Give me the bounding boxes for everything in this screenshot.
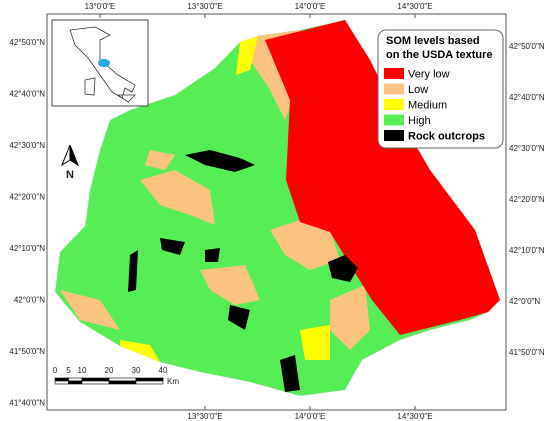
right-coord-label: 42°20'0"N [509, 195, 545, 204]
scale-segment [108, 380, 137, 385]
scale-segment [135, 377, 164, 382]
right-coord-label: 42°40'0"N [509, 93, 545, 102]
left-coord-label: 42°0'0"N [14, 296, 45, 305]
left-coord-label: 42°40'0"N [9, 90, 45, 99]
legend-swatch [384, 83, 404, 95]
legend-swatch [384, 130, 404, 141]
scale-segment [54, 380, 69, 385]
left-coord-label: 42°10'0"N [9, 244, 45, 253]
top-coord-label: 13°0'0"E [85, 2, 116, 11]
region-medium [120, 36, 330, 362]
left-coord-label: 42°20'0"N [9, 193, 45, 202]
scale-label: 40 [159, 366, 168, 375]
bottom-coord-label: 14°0'0"E [295, 412, 326, 421]
scale-label: 30 [132, 366, 141, 375]
left-coord-label: 41°50'0"N [9, 347, 45, 356]
legend-label: Medium [408, 100, 447, 112]
bottom-coord-label: 14°30'0"E [397, 412, 432, 421]
legend-title: on the USDA texture [386, 49, 493, 61]
top-coord-label: 13°30'0"E [187, 2, 222, 11]
region-rock [128, 150, 358, 392]
legend-label: Low [408, 84, 428, 96]
legend-label: High [408, 115, 431, 127]
legend-label: Very low [408, 69, 450, 81]
left-coord-label: 41°40'0"N [9, 399, 45, 408]
scale-segment [68, 377, 83, 382]
right-coord-label: 42°0'0"N [509, 297, 540, 306]
scale-segment [108, 377, 137, 382]
scale-segment [81, 377, 110, 382]
north-arrow [69, 144, 80, 167]
legend-swatch [384, 114, 404, 126]
legend-title: SOM levels based [386, 35, 480, 47]
inset-region [98, 59, 110, 67]
top-coord-label: 14°0'0"E [295, 2, 326, 11]
scale-label: 10 [78, 366, 87, 375]
legend-swatch [384, 99, 404, 110]
scale-segment [54, 377, 69, 382]
top-coord-label: 14°30'0"E [397, 2, 432, 11]
region-very-low [265, 20, 500, 335]
legend-label: Rock outcrops [408, 131, 485, 143]
bottom-coord-label: 13°30'0"E [187, 412, 222, 421]
right-coord-label: 41°50'0"N [509, 348, 545, 357]
legend-swatch [384, 68, 404, 79]
scale-segment [68, 380, 83, 385]
right-coord-label: 42°10'0"N [509, 246, 545, 255]
scale-segment [135, 380, 164, 385]
north-label: N [66, 169, 74, 181]
scale-label: 20 [105, 366, 114, 375]
legend-box [377, 29, 504, 149]
scale-unit: Km [167, 377, 179, 386]
right-coord-label: 42°30'0"N [509, 144, 545, 153]
scale-label: 5 [66, 366, 71, 375]
scale-segment [81, 380, 110, 385]
left-coord-label: 42°50'0"N [9, 38, 45, 47]
right-coord-label: 42°50'0"N [509, 42, 545, 51]
region-low [60, 30, 370, 350]
scale-label: 0 [53, 366, 58, 375]
left-coord-label: 42°30'0"N [9, 141, 45, 150]
